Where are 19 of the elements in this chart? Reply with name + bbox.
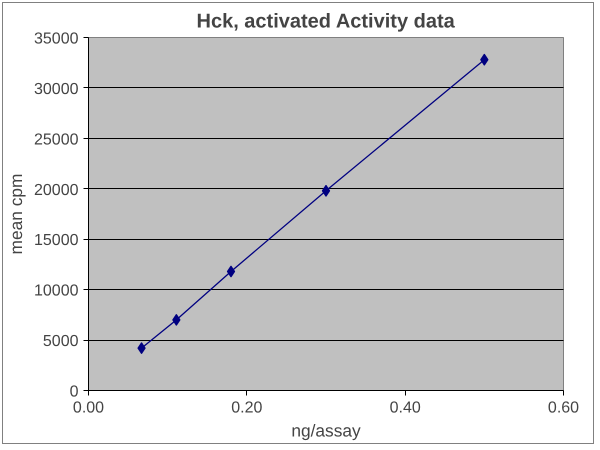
point	[137, 342, 146, 354]
y-axis-title: mean cpm	[6, 174, 26, 254]
y-tick-label: 35000	[34, 30, 79, 48]
point	[172, 314, 181, 326]
chart-title: Hck, activated Activity data	[196, 10, 456, 32]
point	[322, 184, 330, 197]
y-tick-label: 5000	[42, 333, 79, 350]
x-tick-label: 0.00	[72, 400, 104, 416]
x-tick-label: 0.20	[231, 400, 263, 416]
y-tick-label: 10000	[34, 282, 79, 300]
y-tick-label: 0	[70, 384, 79, 400]
y-tick-label: 15000	[34, 232, 79, 250]
y-tick-label: 25000	[34, 131, 79, 148]
x-axis-title: ng/assay	[291, 420, 362, 440]
y-tick-label: 20000	[34, 182, 79, 199]
y-tick-label: 30000	[34, 80, 79, 98]
x-tick-label: 0.40	[390, 400, 421, 416]
point	[226, 265, 236, 278]
x-tick-label: 0.60	[548, 400, 580, 416]
